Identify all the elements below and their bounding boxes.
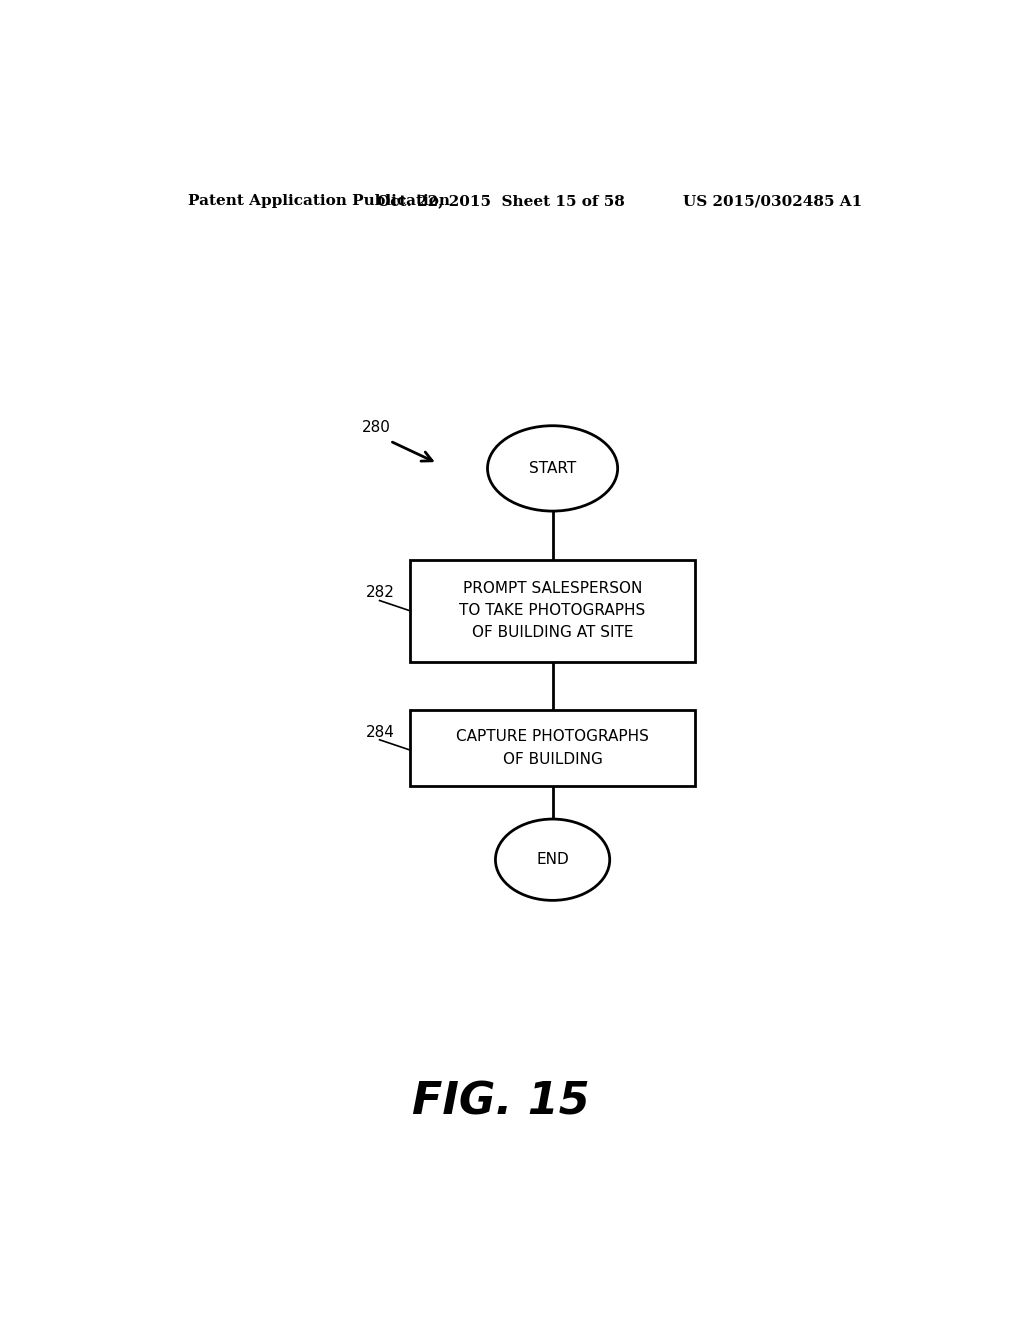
Ellipse shape <box>487 426 617 511</box>
Bar <box>410 560 695 661</box>
Ellipse shape <box>496 818 609 900</box>
Text: Oct. 22, 2015  Sheet 15 of 58: Oct. 22, 2015 Sheet 15 of 58 <box>377 194 625 209</box>
Text: PROMPT SALESPERSON
TO TAKE PHOTOGRAPHS
OF BUILDING AT SITE: PROMPT SALESPERSON TO TAKE PHOTOGRAPHS O… <box>460 581 646 640</box>
Text: 280: 280 <box>362 420 391 436</box>
Text: Patent Application Publication: Patent Application Publication <box>187 194 450 209</box>
Text: 284: 284 <box>367 725 395 741</box>
Text: 282: 282 <box>367 585 395 599</box>
Text: FIG. 15: FIG. 15 <box>412 1080 590 1123</box>
Text: START: START <box>529 461 577 477</box>
Text: US 2015/0302485 A1: US 2015/0302485 A1 <box>683 194 862 209</box>
Bar <box>410 710 695 785</box>
Text: CAPTURE PHOTOGRAPHS
OF BUILDING: CAPTURE PHOTOGRAPHS OF BUILDING <box>456 730 649 767</box>
Text: END: END <box>537 853 569 867</box>
